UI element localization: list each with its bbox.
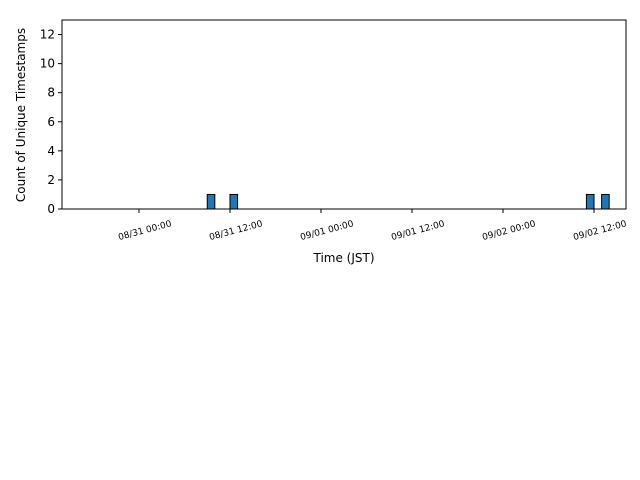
- x-tick-label: 08/31 00:00: [117, 219, 173, 243]
- x-tick-label: 08/31 12:00: [208, 219, 264, 243]
- x-tick-label: 09/02 12:00: [572, 219, 628, 243]
- y-tick-label: 12: [40, 28, 55, 42]
- bar: [229, 193, 239, 210]
- x-tick-label: 09/02 00:00: [481, 219, 537, 243]
- x-tick-label: 09/01 12:00: [390, 219, 446, 243]
- y-tick-label: 4: [47, 144, 55, 158]
- bar: [601, 193, 610, 210]
- bar: [206, 193, 216, 210]
- y-tick-label: 2: [47, 173, 55, 187]
- x-tick-label: 09/01 00:00: [299, 219, 355, 243]
- x-axis-label: Time (JST): [312, 251, 374, 265]
- y-tick-label: 0: [47, 202, 55, 216]
- bar: [585, 193, 595, 210]
- y-tick-label: 6: [47, 115, 55, 129]
- plot-frame: [61, 19, 627, 210]
- y-tick-label: 8: [47, 86, 55, 100]
- y-axis-label: Count of Unique Timestamps: [14, 28, 28, 202]
- y-tick-label: 10: [40, 57, 55, 71]
